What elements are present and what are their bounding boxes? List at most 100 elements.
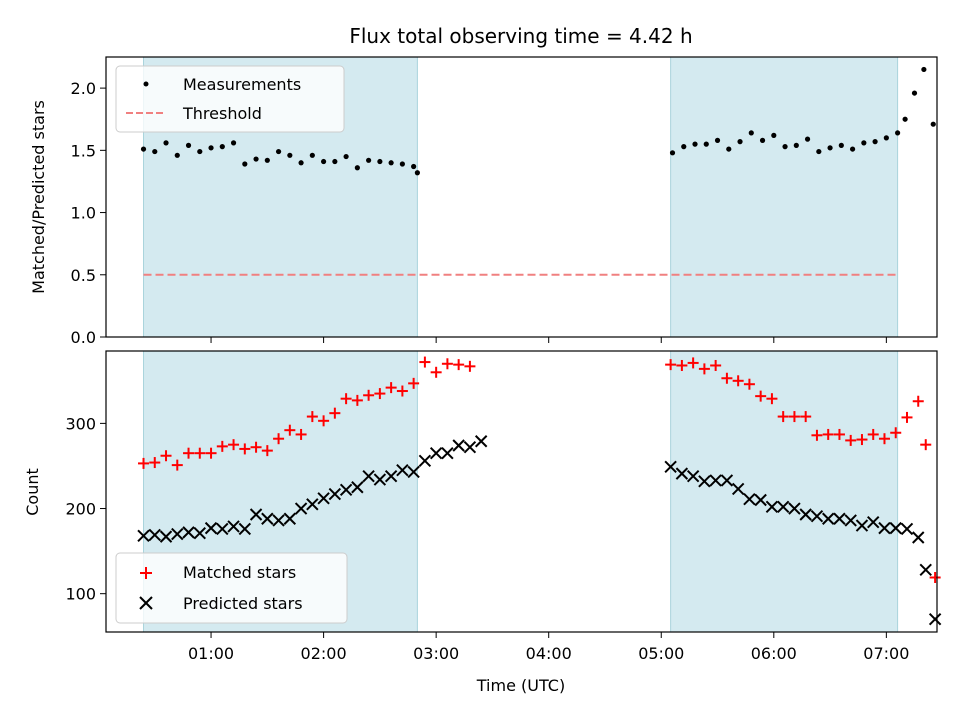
measurement-point bbox=[883, 135, 889, 141]
measurement-point bbox=[737, 139, 743, 145]
measurement-point bbox=[264, 157, 270, 163]
measurement-point bbox=[253, 156, 259, 162]
matched-stars-point bbox=[912, 395, 924, 407]
top-observing-span-1 bbox=[670, 56, 899, 338]
legend-predicted-label: Predicted stars bbox=[183, 594, 303, 613]
bottom-legend: Matched stars Predicted stars bbox=[115, 552, 348, 624]
predicted-stars-point bbox=[810, 509, 824, 523]
predicted-stars-point bbox=[452, 439, 465, 452]
predicted-stars-point bbox=[294, 502, 308, 515]
predicted-stars-point bbox=[900, 522, 914, 536]
predicted-stars-point bbox=[675, 467, 689, 480]
matched-stars-point bbox=[732, 375, 744, 387]
predicted-stars-point bbox=[351, 481, 364, 494]
predicted-stars-point bbox=[339, 483, 353, 497]
bottom-ytick-label: 300 bbox=[65, 414, 96, 433]
matched-stars-point bbox=[833, 428, 845, 440]
matched-stars-point bbox=[239, 443, 251, 455]
measurement-point bbox=[930, 121, 936, 127]
matched-stars-point bbox=[929, 572, 941, 584]
predicted-stars-point bbox=[193, 527, 206, 540]
measurement-point bbox=[714, 137, 721, 143]
predicted-stars-point bbox=[463, 441, 477, 454]
matched-stars-point bbox=[822, 428, 834, 440]
measurement-point bbox=[681, 144, 687, 150]
measurement-point bbox=[827, 145, 833, 151]
predicted-stars-point bbox=[249, 508, 263, 521]
bottom-panel-marks bbox=[137, 356, 942, 626]
matched-stars-point bbox=[920, 439, 932, 451]
predicted-stars-point bbox=[919, 563, 932, 577]
predicted-stars-point bbox=[261, 512, 274, 525]
matched-stars-point bbox=[385, 382, 397, 394]
matched-stars-point bbox=[901, 411, 913, 423]
predicted-stars-point bbox=[833, 512, 846, 525]
top-panel-yaxis: 0.0 0.5 1.0 1.5 2.0 bbox=[71, 79, 106, 347]
predicted-stars-point bbox=[272, 514, 285, 527]
measurement-point bbox=[298, 160, 304, 166]
measurement-point bbox=[692, 141, 698, 147]
predicted-stars-point bbox=[878, 521, 891, 535]
predicted-stars-point bbox=[182, 526, 195, 539]
measurement-point bbox=[726, 146, 732, 152]
measurement-point bbox=[411, 163, 417, 170]
matched-stars-point bbox=[295, 428, 307, 440]
matched-stars-point bbox=[755, 390, 767, 402]
top-panel-frame bbox=[105, 56, 938, 338]
top-panel-xaxis bbox=[210, 337, 887, 343]
matched-stars-point bbox=[676, 359, 688, 371]
predicted-stars-point bbox=[159, 530, 173, 543]
matched-stars-point bbox=[867, 428, 879, 440]
measurement-point bbox=[275, 148, 282, 155]
measurement-point bbox=[816, 148, 822, 155]
top-ytick-label: 1.5 bbox=[71, 141, 96, 160]
measurement-point bbox=[197, 148, 203, 155]
legend-threshold-label: Threshold bbox=[182, 104, 262, 123]
matched-stars-point bbox=[160, 450, 172, 462]
predicted-stars-point bbox=[821, 512, 835, 525]
bottom-panel-xaxis: 01:00 02:00 03:00 04:00 05:00 06:00 07:00 bbox=[188, 632, 909, 663]
measurement-point bbox=[748, 130, 754, 136]
measurement-point bbox=[140, 146, 147, 152]
measurement-point bbox=[185, 142, 192, 148]
matched-stars-point bbox=[687, 357, 699, 369]
bottom-panel-ylabel: Count bbox=[23, 468, 42, 516]
matched-stars-point bbox=[374, 388, 386, 400]
matched-stars-point bbox=[419, 356, 431, 368]
matched-stars-point bbox=[216, 440, 228, 452]
matched-stars-point bbox=[890, 427, 902, 439]
matched-stars-point bbox=[250, 441, 262, 453]
matched-stars-point bbox=[340, 393, 352, 405]
predicted-stars-point bbox=[137, 529, 150, 542]
chart-title: Flux total observing time = 4.42 h bbox=[349, 24, 692, 48]
matched-stars-point bbox=[845, 434, 857, 446]
bottom-ytick-label: 100 bbox=[65, 585, 96, 604]
predicted-stars-point bbox=[698, 475, 711, 488]
bottom-panel-frame bbox=[105, 350, 938, 633]
predicted-stars-point bbox=[788, 502, 801, 515]
matched-stars-point bbox=[329, 407, 341, 419]
top-panel-marks bbox=[140, 66, 936, 276]
matched-stars-point bbox=[464, 360, 476, 372]
measurement-point bbox=[771, 132, 777, 138]
bottom-panel: 100 200 300 01:00 02:00 03:00 04:00 05:00 06:00… bbox=[23, 350, 942, 695]
xtick-label: 02:00 bbox=[301, 644, 347, 663]
predicted-stars-point bbox=[441, 446, 454, 460]
measurement-point bbox=[377, 158, 383, 165]
x-axis-label: Time (UTC) bbox=[476, 676, 565, 695]
matched-stars-point bbox=[766, 393, 778, 405]
measurement-point bbox=[861, 140, 867, 146]
matched-stars-point bbox=[149, 457, 161, 469]
matched-stars-point bbox=[408, 377, 420, 389]
measurement-point bbox=[703, 141, 709, 147]
measurement-point bbox=[414, 170, 420, 176]
measurement-point bbox=[219, 144, 225, 150]
top-ytick-label: 0.0 bbox=[71, 328, 96, 347]
measurement-point bbox=[354, 165, 360, 171]
measurement-point bbox=[399, 161, 405, 167]
predicted-stars-point bbox=[474, 435, 488, 448]
measurement-point bbox=[174, 152, 180, 158]
measurement-point bbox=[332, 158, 338, 165]
